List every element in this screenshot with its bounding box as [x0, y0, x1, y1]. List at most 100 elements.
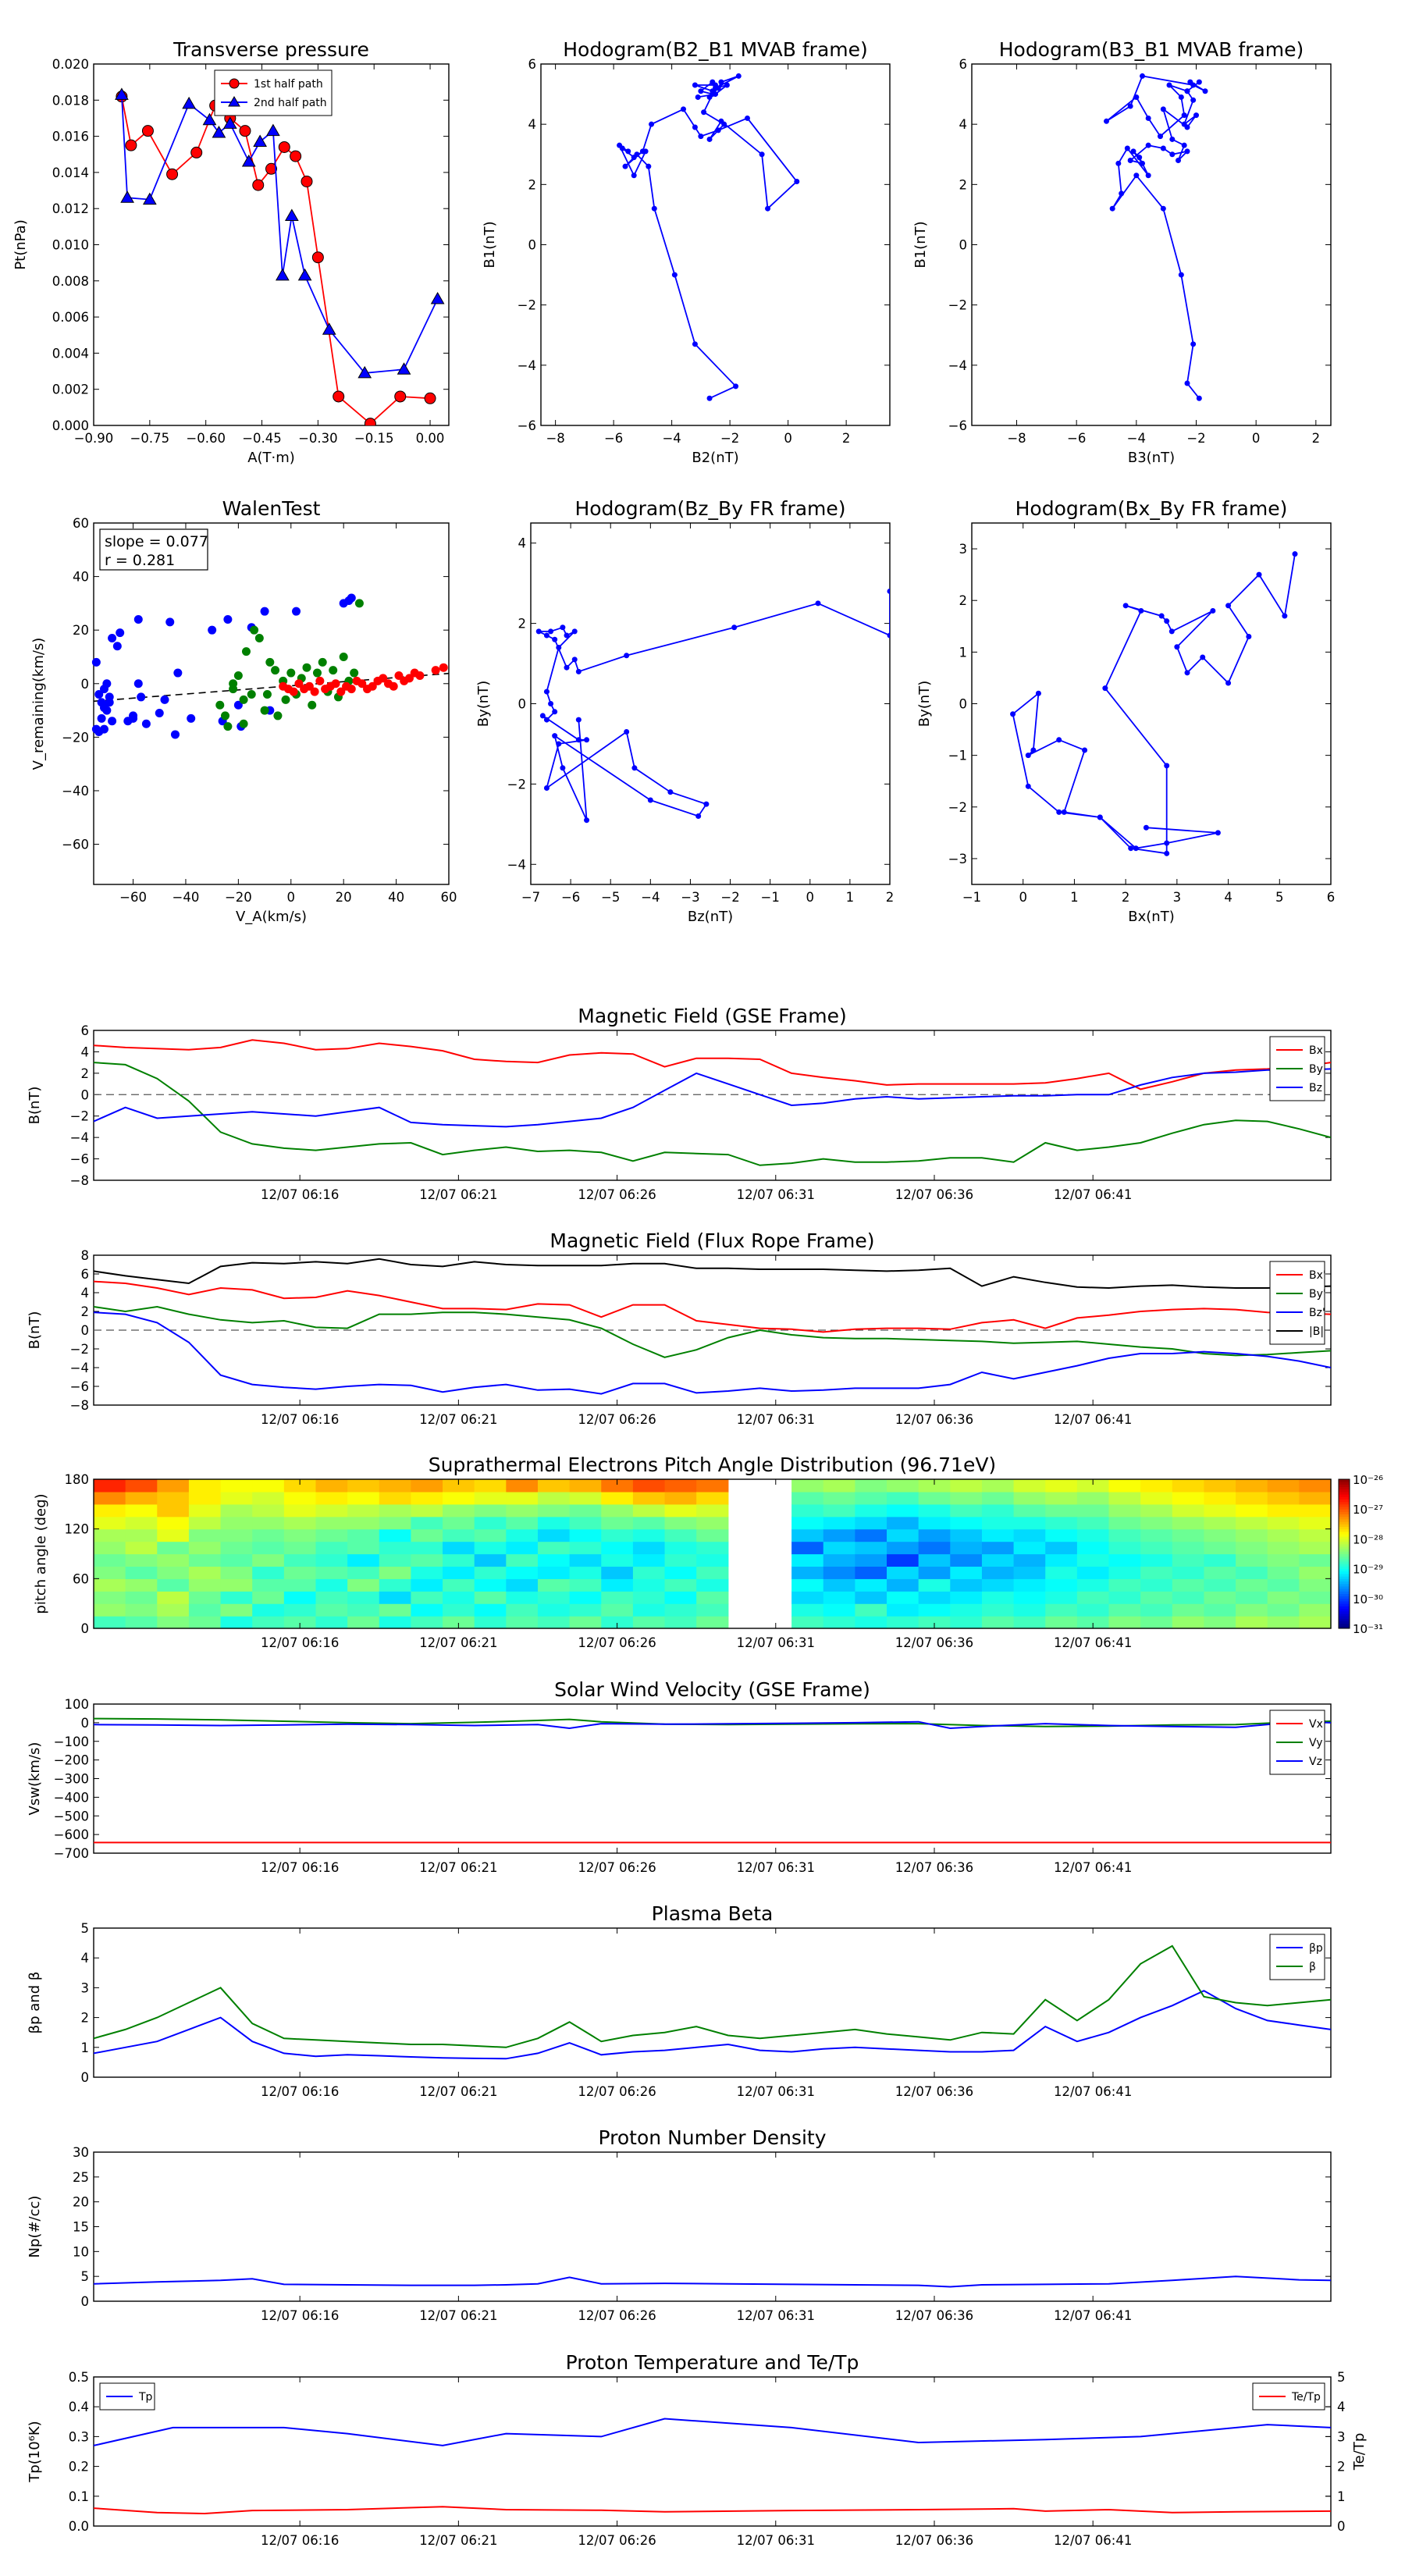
y-tick-label: 0: [81, 2070, 90, 2085]
data-point: [284, 208, 299, 221]
data-point: [560, 765, 566, 771]
heatmap-cell: [283, 1603, 317, 1617]
heatmap-cell: [379, 1503, 412, 1517]
colorbar-cell: [1339, 1598, 1350, 1602]
y-tick-label: −100: [54, 1735, 89, 1749]
data-point: [424, 392, 436, 404]
x-tick-label: −2: [1186, 431, 1205, 446]
heatmap-cell: [1236, 1591, 1268, 1604]
legend-label: Bx': [1309, 1269, 1326, 1282]
data-point: [1184, 148, 1190, 155]
y-tick-label: 120: [65, 1522, 90, 1537]
x-tick-label: 12/07 06:31: [737, 1860, 815, 1875]
x-tick-label: 12/07 06:21: [419, 1635, 497, 1650]
data-point: [1168, 628, 1175, 635]
x-tick-label: 0: [1252, 431, 1261, 446]
data-point: [692, 82, 698, 88]
scatter-point: [170, 730, 180, 739]
data-point: [718, 79, 724, 85]
data-point: [543, 785, 550, 792]
data-point: [1109, 205, 1115, 212]
data-point: [671, 272, 678, 278]
data-point: [357, 365, 372, 379]
heatmap-cell: [1140, 1616, 1173, 1629]
heatmap-cell: [696, 1528, 729, 1542]
scatter-point: [312, 668, 322, 678]
heatmap-cell: [347, 1616, 380, 1629]
data-point: [765, 205, 771, 212]
heatmap-cell: [94, 1566, 126, 1579]
heatmap-cell: [315, 1603, 348, 1617]
heatmap-cell: [157, 1566, 190, 1579]
fit-line: [93, 672, 450, 703]
heatmap-cell: [918, 1616, 951, 1629]
series-line: [94, 1062, 1331, 1166]
heatmap-cell: [1204, 1516, 1236, 1530]
data-point: [142, 192, 157, 205]
chart-hodogram_b3b1: Hodogram(B3_B1 MVAB frame) −6 −4 −2 0 2 4 6 −8 −6…: [912, 38, 1332, 466]
y-tick-label: −1: [948, 749, 967, 763]
y-tick-label: 180: [65, 1472, 90, 1487]
heatmap-cell: [157, 1541, 190, 1555]
heatmap-cell: [632, 1553, 666, 1567]
scatter-point: [347, 685, 356, 694]
colorbar-cell: [1339, 1524, 1350, 1527]
x-tick-label: 12/07 06:21: [419, 1187, 497, 1202]
colorbar-label: 10⁻²⁸: [1353, 1532, 1383, 1546]
heatmap-cell: [601, 1541, 634, 1555]
data-point: [1160, 106, 1166, 112]
colorbar-cell: [1339, 1606, 1350, 1610]
heatmap-cell: [474, 1616, 507, 1629]
heatmap-cell: [1140, 1541, 1173, 1555]
heatmap-cell: [220, 1528, 253, 1542]
heatmap-cell: [1236, 1503, 1268, 1517]
heatmap-cell: [1267, 1566, 1300, 1579]
heatmap-cell: [411, 1591, 443, 1604]
heatmap-cell: [1045, 1503, 1078, 1517]
heatmap-cell: [1299, 1578, 1332, 1592]
x-tick-label: 60: [441, 890, 457, 905]
chart-proton_temperature: Proton Temperature and Te/Tp 0.0 0.1 0.2 0.3…: [27, 2351, 1368, 2548]
heatmap-cell: [1108, 1503, 1141, 1517]
heatmap-cell: [347, 1479, 380, 1493]
heatmap-cell: [537, 1516, 571, 1530]
x-tick-label: 0: [287, 890, 296, 905]
heatmap-cell: [1140, 1479, 1173, 1493]
data-point: [333, 390, 345, 403]
heatmap-cell: [94, 1541, 126, 1555]
x-tick-label: 12/07 06:26: [578, 1860, 656, 1875]
y-tick-label: 15: [73, 2220, 89, 2235]
heatmap-cell: [1013, 1578, 1046, 1592]
y-tick-label: 0: [81, 2294, 90, 2309]
heatmap-cell: [1204, 1541, 1236, 1555]
data-point: [619, 145, 625, 151]
x-tick-label: 12/07 06:31: [737, 1412, 815, 1427]
y-tick-label: −700: [54, 1846, 89, 1861]
y-axis-label: B(nT): [27, 1311, 43, 1350]
data-point: [887, 588, 890, 594]
heatmap-cell: [887, 1553, 919, 1567]
data-point: [622, 163, 628, 169]
heatmap-cell: [823, 1591, 855, 1604]
heatmap-cell: [1204, 1528, 1236, 1542]
heatmap-cell: [950, 1503, 983, 1517]
heatmap-cell: [1267, 1479, 1300, 1493]
x-tick-label: 40: [388, 890, 404, 905]
colorbar-cell: [1339, 1516, 1350, 1520]
heatmap-cell: [1076, 1541, 1110, 1555]
chart-walen_test: WalenTest −60 −40 −20 0 20 40 60 −60 −40 −20 0 20 40 6…: [30, 497, 457, 925]
data-point: [297, 268, 312, 281]
scatter-point: [187, 713, 196, 723]
x-tick-label: 6: [1327, 890, 1336, 905]
panel-title: Proton Temperature and Te/Tp: [566, 2351, 859, 2374]
heatmap-cell: [664, 1528, 697, 1542]
heatmap-cell: [569, 1528, 602, 1542]
heatmap-cell: [379, 1541, 412, 1555]
heatmap-cell: [664, 1566, 697, 1579]
data-point: [1140, 73, 1145, 79]
heatmap-cell: [696, 1578, 729, 1592]
heatmap-cell: [823, 1491, 855, 1505]
legend-box: [1269, 1934, 1325, 1980]
y-tick-label: 3: [959, 542, 968, 557]
heatmap-cell: [664, 1503, 697, 1517]
